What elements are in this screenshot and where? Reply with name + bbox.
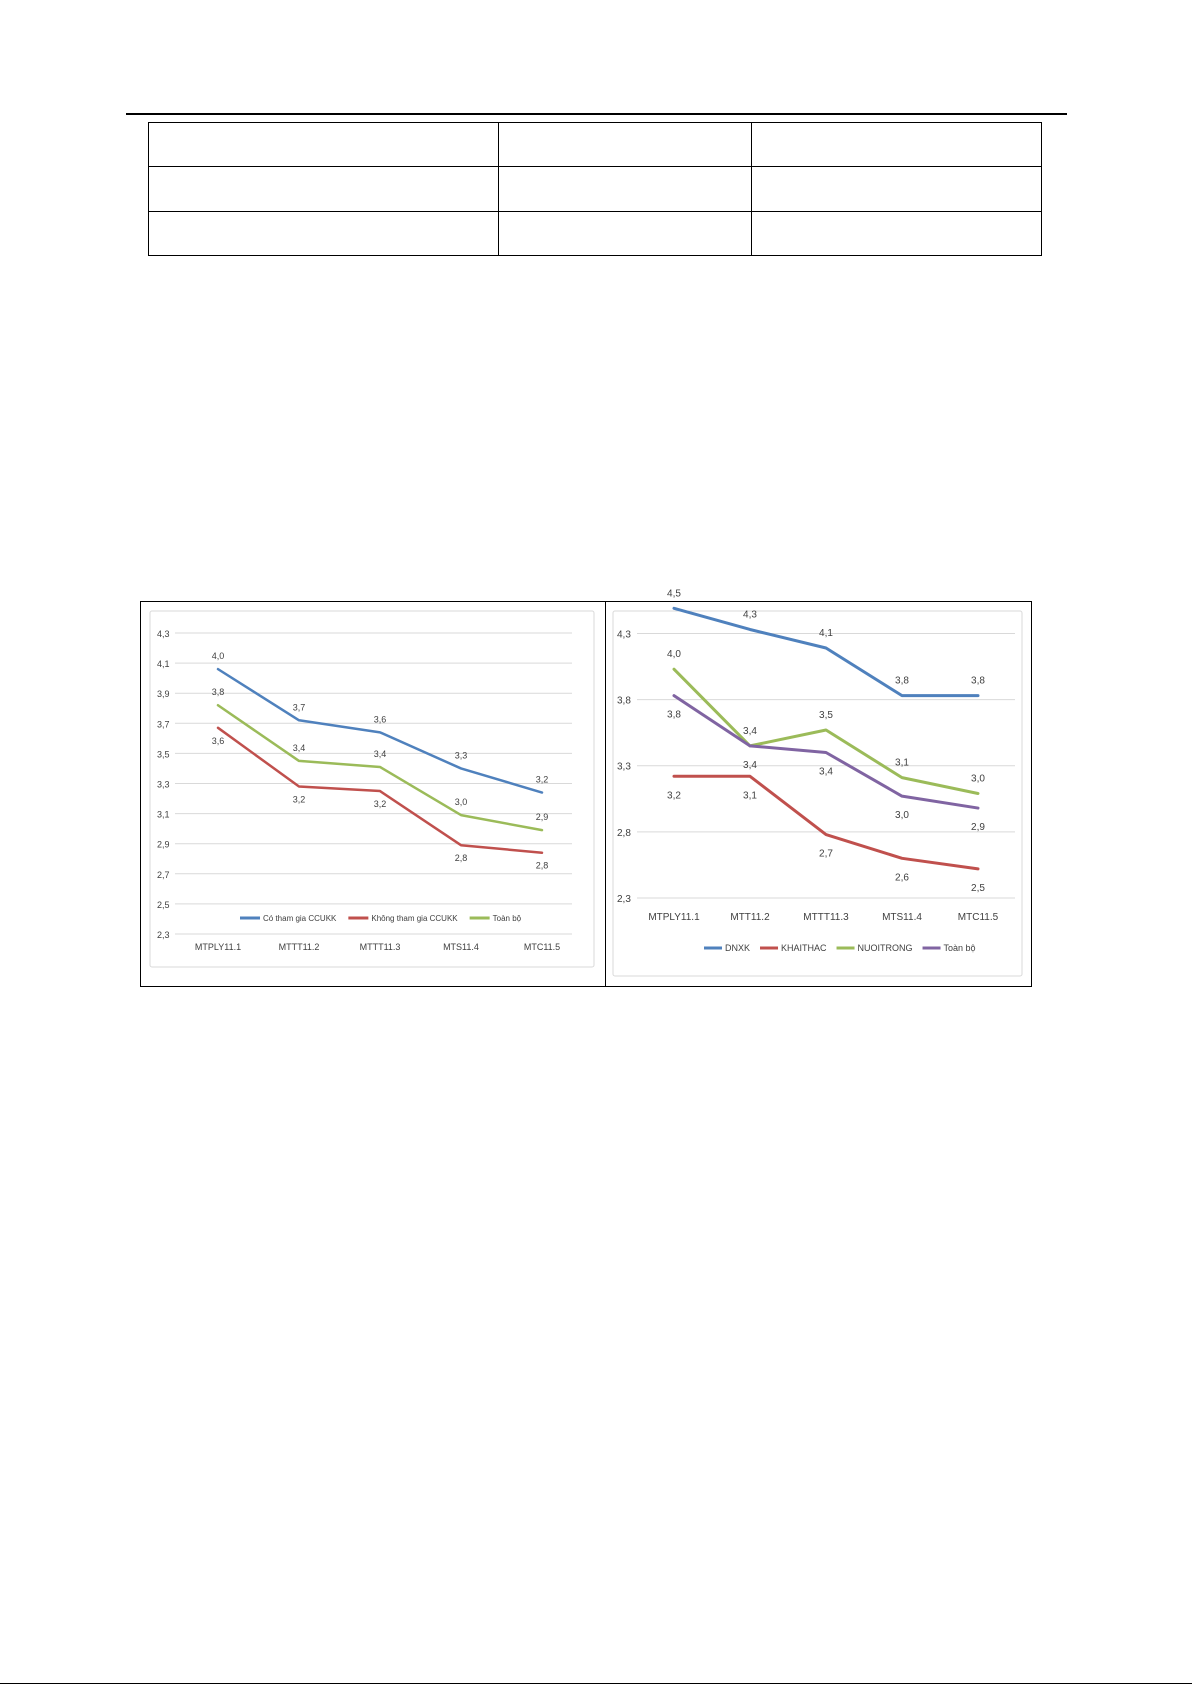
x-tick-label: MTC11.5 — [958, 912, 999, 923]
data-label: 4,1 — [819, 628, 833, 639]
data-label: 2,5 — [971, 883, 985, 894]
data-label: 3,3 — [455, 750, 468, 760]
data-label: 3,4 — [819, 767, 833, 778]
data-label: 3,2 — [667, 790, 681, 801]
y-tick-label: 3,3 — [157, 780, 170, 790]
data-label: 3,4 — [743, 760, 757, 771]
x-tick-label: MTC11.5 — [524, 942, 560, 952]
y-tick-label: 2,3 — [617, 894, 631, 905]
data-label: 3,2 — [536, 775, 549, 785]
x-tick-label: MTTT11.2 — [279, 942, 320, 952]
x-tick-label: MTS11.4 — [443, 942, 479, 952]
chart-business-type: 2,3 2,8 3,3 3,8 4,3 MTPLY11.1 MTT11.2 MTTT11.3 M… — [612, 588, 1023, 977]
data-label: 3,4 — [293, 743, 306, 753]
table-cell — [148, 121, 499, 168]
y-tick-label: 4,3 — [617, 629, 631, 640]
figure-frame — [140, 601, 1032, 987]
y-tick-label: 2,7 — [157, 870, 170, 880]
legend-label: Không tham gia CCUKK — [371, 914, 458, 923]
data-label: 3,1 — [743, 790, 757, 801]
data-label: 3,4 — [743, 726, 757, 737]
x-tick-label: MTTT11.3 — [360, 942, 401, 952]
table-cell — [148, 166, 499, 212]
footer-rule — [0, 1683, 1192, 1684]
y-tick-label: 3,3 — [617, 762, 631, 773]
table-cell — [751, 121, 1042, 168]
y-tick-label: 3,5 — [157, 749, 170, 759]
chart-card — [149, 610, 595, 968]
data-label: 2,8 — [536, 861, 549, 871]
y-tick-label: 3,7 — [157, 719, 170, 729]
data-label: 3,0 — [971, 774, 985, 785]
y-tick-label: 4,3 — [157, 629, 170, 639]
y-tick-label: 2,5 — [157, 900, 170, 910]
legend-label: DNXK — [725, 943, 750, 953]
x-tick-label: MTT11.2 — [730, 912, 770, 923]
data-label: 3,0 — [455, 797, 468, 807]
data-label: 3,4 — [374, 749, 387, 759]
data-label: 3,8 — [667, 710, 681, 721]
data-label: 3,1 — [895, 758, 909, 769]
y-tick-label: 2,9 — [157, 840, 170, 850]
data-label: 3,6 — [212, 736, 225, 746]
data-label: 3,7 — [293, 702, 306, 712]
y-tick-label: 2,8 — [617, 828, 631, 839]
data-label: 2,9 — [971, 822, 985, 833]
figure-divider — [605, 601, 606, 987]
data-label: 3,8 — [971, 676, 985, 687]
legend-label: Có tham gia CCUKK — [263, 914, 337, 923]
table-row — [148, 166, 1042, 212]
table-cell — [751, 210, 1042, 257]
x-tick-label: MTPLY11.1 — [195, 942, 241, 952]
legend-label: Toàn bộ — [944, 943, 976, 953]
data-label: 2,6 — [895, 872, 909, 883]
data-label: 3,5 — [819, 710, 833, 721]
table-row — [148, 210, 1042, 257]
data-label: 3,0 — [895, 810, 909, 821]
data-label: 4,0 — [212, 651, 225, 661]
data-label: 2,7 — [819, 849, 833, 860]
data-label: 2,9 — [536, 812, 549, 822]
table-cell — [498, 210, 752, 257]
table-cell — [148, 210, 499, 257]
y-tick-label: 3,1 — [157, 810, 170, 820]
legend-label: NUOITRONG — [858, 943, 913, 953]
data-label: 4,3 — [743, 609, 757, 620]
data-label: 3,6 — [374, 714, 387, 724]
table-cell — [498, 121, 752, 168]
table-cell — [751, 166, 1042, 212]
x-tick-label: MTTT11.3 — [803, 912, 849, 923]
x-tick-label: MTPLY11.1 — [648, 912, 700, 923]
data-label: 2,8 — [455, 853, 468, 863]
y-tick-label: 3,8 — [617, 696, 631, 707]
legend-label: KHAITHAC — [781, 943, 827, 953]
table-row — [148, 121, 1042, 168]
data-table — [148, 121, 1042, 257]
data-label: 3,2 — [374, 799, 387, 809]
data-label: 3,2 — [293, 795, 306, 805]
data-label: 4,5 — [667, 588, 681, 599]
table-cell — [498, 166, 752, 212]
chart-participation: 2,3 2,5 2,7 2,9 3,1 3,3 3,5 3,7 3,9 4,1 4,3 MTPLY11… — [149, 610, 595, 968]
chart-card — [612, 610, 1023, 977]
x-tick-label: MTS11.4 — [882, 912, 922, 923]
y-tick-label: 4,1 — [157, 659, 170, 669]
data-label: 3,8 — [212, 687, 225, 697]
header-rule — [126, 113, 1067, 115]
data-label: 4,0 — [667, 649, 681, 660]
y-tick-label: 3,9 — [157, 689, 170, 699]
data-label: 3,8 — [895, 676, 909, 687]
legend-label: Toàn bộ — [493, 914, 522, 923]
y-tick-label: 2,3 — [157, 930, 170, 940]
